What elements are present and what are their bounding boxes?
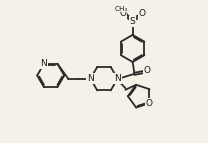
Text: CH₃: CH₃ — [115, 6, 128, 12]
Text: N: N — [87, 74, 94, 83]
Text: N: N — [114, 74, 121, 83]
Text: O: O — [139, 9, 146, 18]
Text: O: O — [146, 99, 153, 108]
Text: O: O — [144, 66, 150, 75]
Text: S: S — [130, 17, 136, 26]
Text: N: N — [41, 59, 47, 68]
Text: O: O — [120, 9, 127, 18]
